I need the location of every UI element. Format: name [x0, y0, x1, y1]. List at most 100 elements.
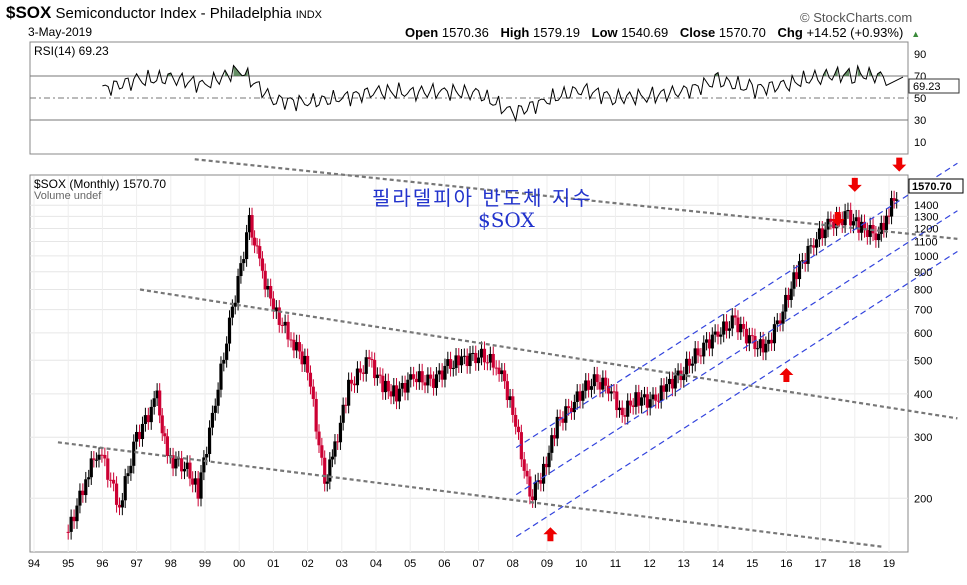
price-bar	[414, 378, 419, 383]
price-bar	[895, 199, 899, 201]
chart-date: 3-May-2019	[28, 25, 93, 39]
price-bar	[459, 356, 464, 366]
price-bar	[451, 367, 455, 369]
price-bar	[225, 343, 229, 360]
rsi-value-tag-box	[908, 78, 960, 94]
price-bar	[465, 355, 469, 367]
price-bar	[344, 404, 348, 406]
channel-middle-line	[515, 210, 958, 496]
high-value: 1579.19	[533, 25, 580, 40]
price-bar	[511, 396, 515, 415]
price-bar	[328, 459, 332, 482]
price-bar	[213, 405, 217, 413]
time-tick-label: 17	[814, 558, 826, 570]
price-bar	[775, 320, 779, 325]
price-bar	[722, 321, 726, 335]
price-bar	[149, 406, 153, 423]
price-bar	[383, 380, 388, 393]
price-bar	[409, 374, 413, 380]
time-tick-label: 98	[165, 558, 177, 570]
rsi-label: RSI(14) 69.23	[34, 44, 109, 58]
price-bar	[884, 215, 889, 230]
high-label: High	[500, 25, 530, 40]
price-bar	[191, 478, 195, 485]
time-tick-label: 09	[541, 558, 553, 570]
price-bar	[823, 229, 827, 239]
price-bar	[764, 343, 768, 353]
price-bar	[210, 412, 215, 428]
time-tick-label: 94	[28, 558, 40, 570]
time-tick-label: 04	[370, 558, 382, 570]
price-bar	[222, 359, 226, 364]
price-bar	[561, 418, 565, 423]
time-tick-label: 13	[678, 558, 690, 570]
price-bar	[239, 263, 243, 277]
price-bar	[699, 355, 703, 357]
price-bar	[750, 335, 754, 337]
time-tick-label: 96	[96, 558, 108, 570]
price-bar	[696, 348, 700, 356]
price-bar	[581, 390, 585, 401]
time-tick-label: 15	[746, 558, 758, 570]
price-bar	[440, 370, 444, 380]
close-label: Close	[679, 25, 716, 40]
price-bar	[634, 392, 638, 407]
price-bar	[165, 436, 169, 456]
trend-lines	[57, 158, 958, 548]
price-bar	[761, 339, 765, 353]
price-bar	[323, 457, 327, 484]
price-bar	[320, 445, 324, 458]
price-bar	[355, 368, 360, 386]
price-bar	[477, 357, 481, 364]
price-bar	[795, 272, 799, 280]
price-bar	[642, 394, 647, 398]
price-bar	[857, 217, 861, 233]
price-bar	[437, 370, 441, 375]
price-bar	[92, 458, 96, 460]
price-bar	[572, 401, 576, 413]
brand-logo[interactable]: © StockCharts.com	[800, 10, 913, 25]
price-bar	[306, 355, 310, 373]
price-bar	[347, 379, 351, 406]
price-bar	[392, 385, 396, 397]
volume-label: Volume undef	[34, 190, 102, 202]
price-bar	[592, 374, 596, 387]
price-bar	[263, 270, 267, 290]
price-bar	[188, 462, 192, 479]
price-bar	[601, 377, 605, 390]
symbol: $SOX	[6, 3, 52, 22]
price-bar	[406, 379, 410, 393]
price-bar	[81, 490, 85, 496]
price-bar	[126, 473, 130, 477]
price-bar	[569, 408, 574, 413]
annotation-symbol: $SOX	[478, 208, 535, 232]
price-bar	[727, 328, 731, 331]
price-bar	[271, 298, 275, 312]
price-bar	[317, 431, 321, 446]
price-bar	[112, 479, 116, 484]
price-bar	[120, 500, 124, 508]
price-bar	[892, 198, 896, 201]
price-bar	[578, 391, 582, 401]
price-bar	[193, 478, 198, 485]
price-bar	[389, 391, 393, 397]
value-tags: 69.23 1570.70	[908, 78, 964, 194]
price-value-tag-box	[908, 178, 964, 194]
price-bar	[106, 458, 110, 480]
price-bar	[250, 215, 254, 238]
price-bar	[114, 483, 119, 505]
price-bar	[137, 431, 142, 440]
rsi-tick-label: 10	[914, 137, 926, 149]
signal-arrows	[543, 157, 907, 542]
time-axis: 94 95 96 97 98 99 00 01 02 03 04 05 06 07 08 09 10 11 12 13…	[28, 558, 895, 570]
price-bar	[713, 331, 717, 335]
price-bar	[457, 355, 461, 366]
price-bar	[648, 399, 652, 408]
price-bar	[533, 481, 537, 501]
time-tick-label: 12	[643, 558, 655, 570]
price-bar	[612, 391, 616, 393]
price-bar	[784, 294, 788, 312]
price-bar	[135, 431, 139, 442]
price-bar	[336, 441, 340, 443]
